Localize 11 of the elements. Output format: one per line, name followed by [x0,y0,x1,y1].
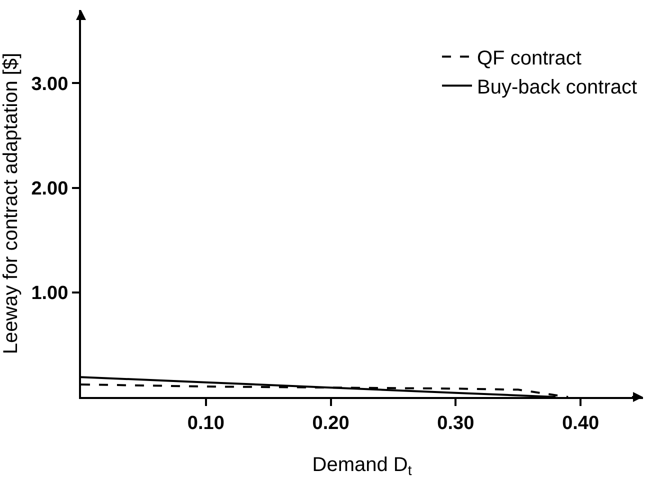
y-axis-title: Leeway for contract adaptation [$] [0,52,22,354]
x-axis-title: Demand D$_{t}$ [312,454,412,478]
x-tick-label: 0.40 [562,412,600,434]
y-tick-label: 1.00 [31,283,68,304]
x-tick-label: 0.30 [437,412,474,434]
x-tick-label: 0.20 [312,412,350,434]
y-tick-label: 3.00 [31,74,68,95]
legend-label: Buy-back contract [477,76,638,98]
legend-label: QF contract [477,47,582,70]
y-tick-label: 2.00 [31,178,68,200]
x-tick-label: 0.10 [187,412,224,434]
